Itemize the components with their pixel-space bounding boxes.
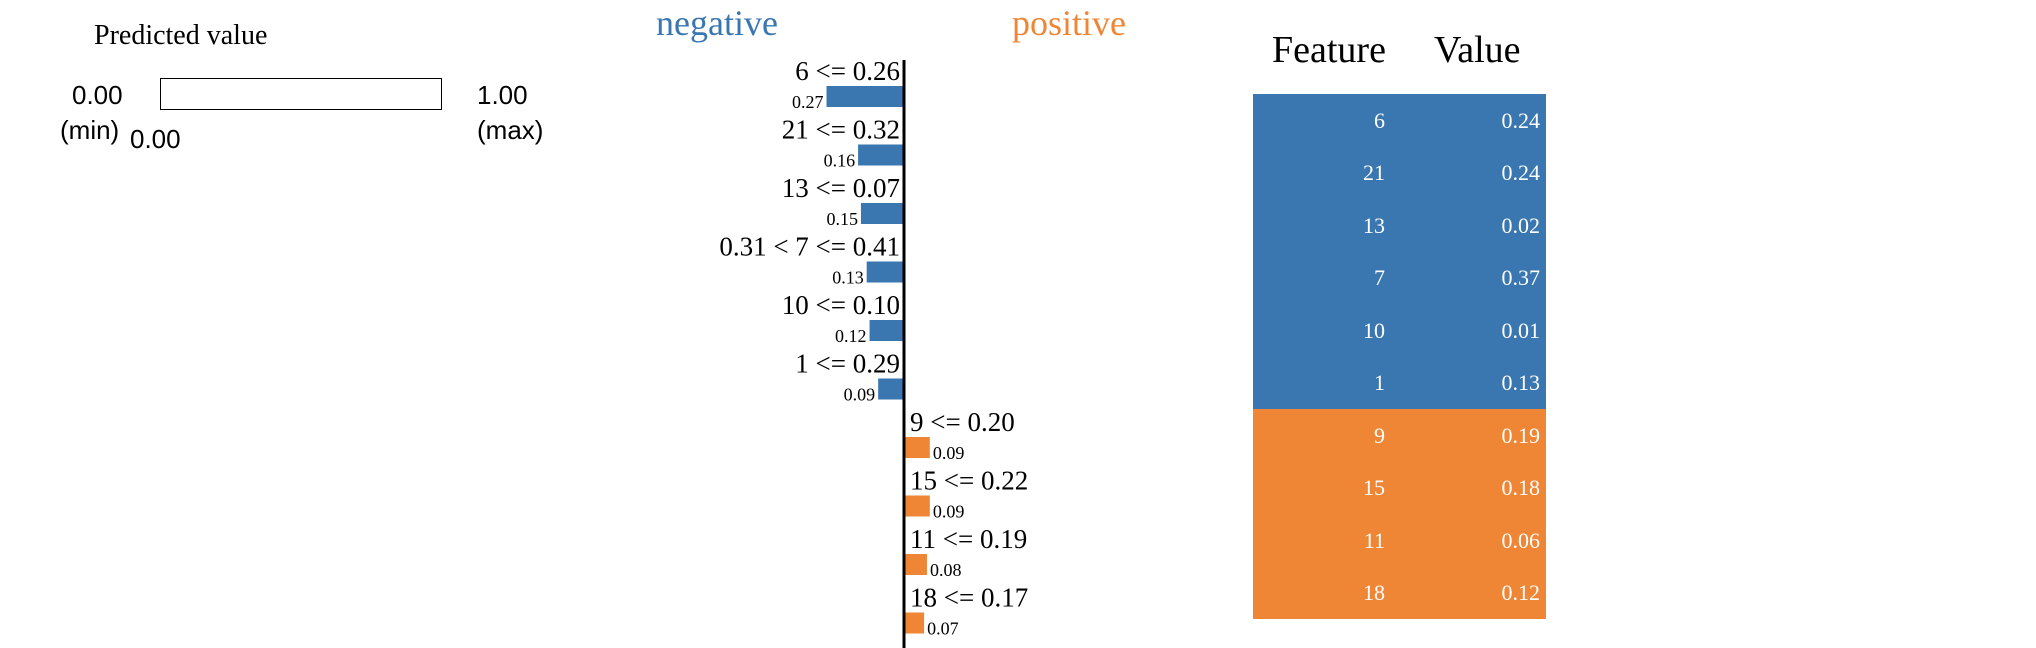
table-row: 11 0.06 [1253, 513, 1546, 566]
table-cell-feature: 9 [1374, 422, 1385, 448]
table-cell-feature: 18 [1363, 580, 1385, 605]
table-header-value: Value [1434, 29, 1521, 71]
chart-condition-label: 1 <= 0.29 [795, 349, 900, 379]
predicted-current-value: 0.00 [130, 124, 181, 154]
chart-value-label: 0.13 [832, 268, 864, 288]
predicted-max-value: 1.00 [477, 80, 528, 110]
predicted-min-label: (min) [60, 115, 120, 145]
chart-value-label: 0.07 [927, 619, 959, 639]
table-cell-value: 0.06 [1501, 527, 1541, 553]
chart-bar-positive [904, 612, 925, 634]
chart-condition-label: 6 <= 0.26 [795, 56, 900, 86]
chart-bar-negative [869, 320, 904, 341]
table-cell-feature: 21 [1363, 160, 1385, 185]
table-cell-value: 0.24 [1501, 107, 1541, 133]
table-row: 9 0.19 [1253, 408, 1546, 461]
predicted-value-panel: Predicted value 0.00 (min) 0.00 1.00 (ma… [0, 0, 600, 200]
chart-value-label: 0.27 [792, 92, 824, 112]
table-cell-feature: 1 [1374, 370, 1385, 395]
table-cell-value: 0.01 [1501, 317, 1541, 343]
positive-heading: positive [1012, 3, 1126, 43]
table-row: 15 0.18 [1253, 461, 1546, 514]
chart-condition-label: 9 <= 0.20 [910, 407, 1015, 437]
chart-value-label: 0.08 [930, 560, 962, 580]
predicted-max-label: (max) [477, 115, 544, 145]
table-row: 21 0.24 [1253, 146, 1546, 199]
table-row: 1 0.13 [1253, 356, 1546, 409]
predicted-value-title: Predicted value [94, 20, 268, 51]
chart-bar-negative [860, 203, 904, 224]
chart-condition-label: 0.31 < 7 <= 0.41 [719, 232, 900, 262]
table-row: 7 0.37 [1253, 251, 1546, 304]
chart-value-label: 0.09 [933, 502, 965, 522]
chart-condition-label: 10 <= 0.10 [782, 290, 900, 320]
chart-condition-label: 15 <= 0.22 [910, 466, 1028, 496]
table-cell-feature: 13 [1363, 212, 1385, 238]
table-row: 13 0.02 [1253, 198, 1546, 251]
chart-value-label: 0.09 [933, 443, 965, 463]
chart-bar-negative [866, 261, 904, 283]
chart-bar-negative [878, 378, 904, 400]
table-header-feature: Feature [1272, 29, 1386, 71]
chart-bar-negative [858, 144, 904, 166]
table-cell-value: 0.37 [1501, 265, 1541, 290]
table-row: 6 0.24 [1253, 93, 1546, 146]
chart-value-label: 0.16 [824, 151, 856, 171]
chart-condition-label: 13 <= 0.07 [782, 173, 900, 203]
predicted-min-value: 0.00 [72, 80, 123, 110]
chart-value-label: 0.09 [844, 385, 876, 405]
table-cell-value: 0.12 [1501, 580, 1541, 605]
table-cell-feature: 7 [1374, 265, 1385, 290]
table-cell-feature: 10 [1363, 317, 1385, 343]
chart-condition-label: 18 <= 0.17 [910, 583, 1028, 613]
table-cell-feature: 11 [1363, 527, 1385, 553]
chart-value-label: 0.15 [826, 209, 858, 229]
chart-bar-positive [904, 437, 930, 458]
table-row: 10 0.01 [1253, 303, 1546, 356]
table-cell-feature: 6 [1374, 107, 1385, 133]
table-cell-value: 0.18 [1501, 475, 1541, 500]
table-cell-value: 0.02 [1501, 212, 1541, 238]
table-row: 18 0.12 [1253, 566, 1546, 619]
table-cell-value: 0.13 [1501, 370, 1541, 395]
negative-heading: negative [656, 3, 778, 43]
chart-condition-label: 11 <= 0.19 [910, 524, 1027, 554]
chart-bar-negative [826, 86, 904, 107]
chart-condition-label: 21 <= 0.32 [782, 115, 900, 145]
table-cell-value: 0.24 [1501, 160, 1541, 185]
table-cell-value: 0.19 [1501, 422, 1541, 448]
chart-value-label: 0.12 [835, 326, 867, 346]
chart-bar-positive [904, 554, 927, 575]
predicted-value-bar [160, 78, 442, 110]
chart-bar-positive [904, 495, 930, 517]
table-cell-feature: 15 [1363, 475, 1385, 500]
